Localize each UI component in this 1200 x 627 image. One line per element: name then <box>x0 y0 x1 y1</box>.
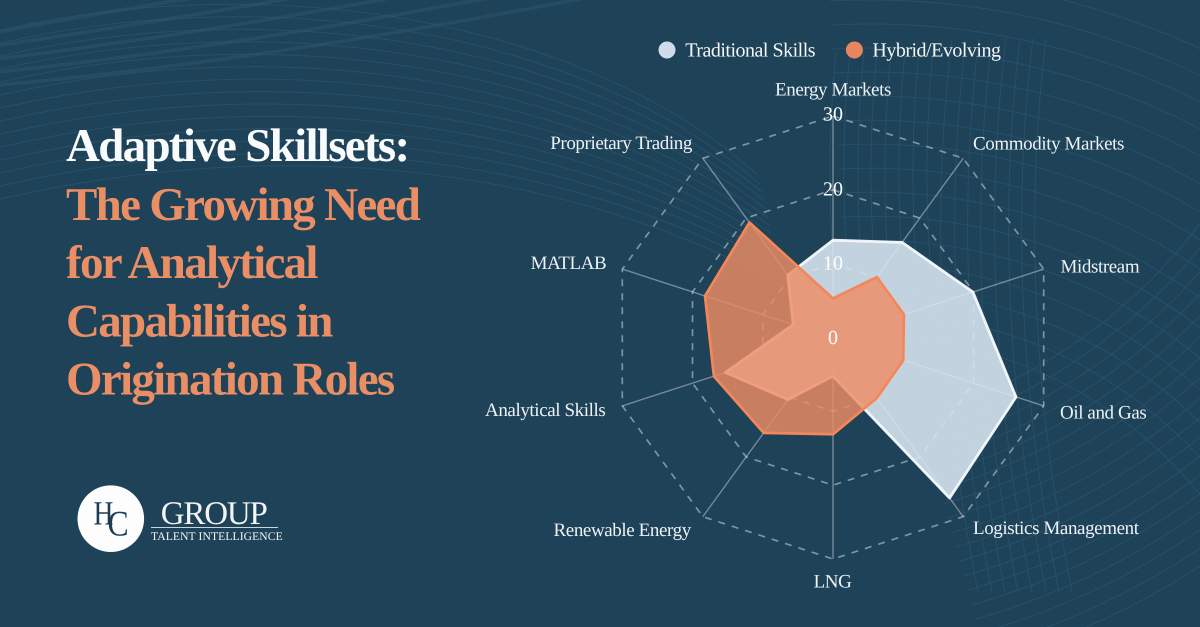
svg-text:Traditional Skills: Traditional Skills <box>685 40 815 62</box>
svg-text:H: H <box>94 496 114 533</box>
svg-text:Adaptive Skillsets:: Adaptive Skillsets: <box>66 120 408 172</box>
svg-text:Origination Roles: Origination Roles <box>66 353 395 405</box>
svg-text:0: 0 <box>828 327 838 349</box>
svg-text:10: 10 <box>823 253 843 275</box>
svg-text:The Growing Need: The Growing Need <box>66 179 421 231</box>
svg-text:GROUP: GROUP <box>161 496 268 532</box>
svg-text:20: 20 <box>823 179 843 201</box>
svg-text:Midstream: Midstream <box>1061 257 1140 278</box>
svg-text:Proprietary Trading: Proprietary Trading <box>550 133 693 154</box>
svg-text:for Analytical: for Analytical <box>66 237 318 289</box>
svg-text:C: C <box>108 503 129 543</box>
svg-text:Capabilities in: Capabilities in <box>66 295 333 347</box>
svg-text:Oil and Gas: Oil and Gas <box>1060 403 1146 424</box>
svg-text:Hybrid/Evolving: Hybrid/Evolving <box>872 40 1001 62</box>
svg-text:LNG: LNG <box>814 572 853 593</box>
svg-text:30: 30 <box>823 104 843 126</box>
svg-text:Renewable Energy: Renewable Energy <box>554 520 692 541</box>
svg-text:Analytical Skills: Analytical Skills <box>485 400 605 421</box>
svg-text:Energy Markets: Energy Markets <box>775 80 891 101</box>
svg-text:MATLAB: MATLAB <box>531 253 607 274</box>
svg-text:Logistics Management: Logistics Management <box>973 518 1140 539</box>
svg-text:Commodity Markets: Commodity Markets <box>973 134 1124 155</box>
svg-text:TALENT INTELLIGENCE: TALENT INTELLIGENCE <box>151 530 283 543</box>
